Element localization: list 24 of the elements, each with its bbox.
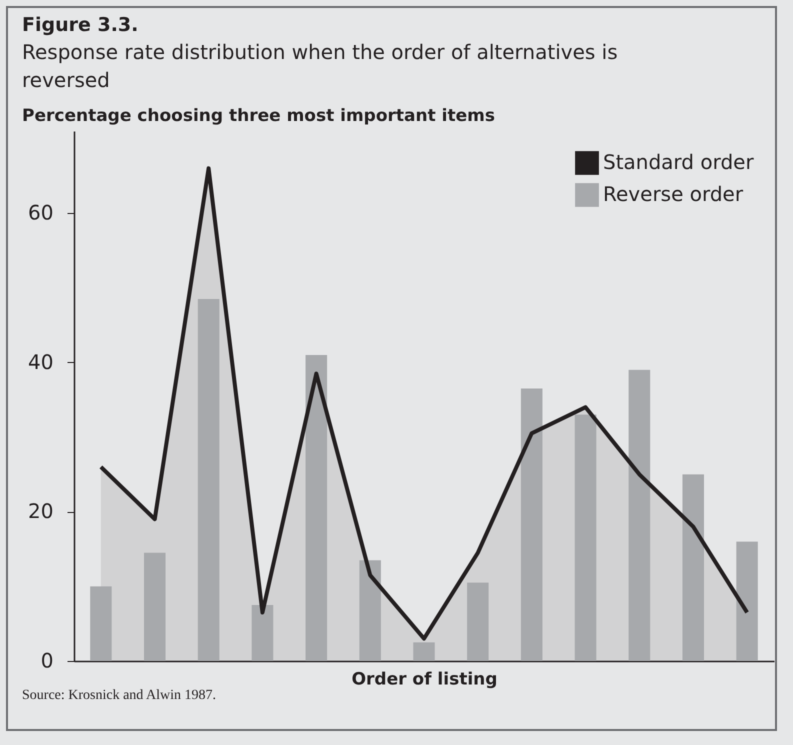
- y-tick-label: 0: [40, 648, 54, 672]
- bar: [682, 474, 704, 661]
- x-axis-title: Order of listing: [352, 670, 498, 690]
- y-tick-label: 20: [28, 499, 54, 524]
- legend-label: Standard order: [603, 150, 754, 174]
- y-tick-label: 60: [28, 200, 54, 225]
- bar: [198, 298, 220, 661]
- y-tick-label: 40: [28, 350, 54, 374]
- bar: [359, 560, 381, 661]
- chart-subtitle: Response rate distribution when the order of alternatives is reversed: [22, 39, 619, 94]
- bar: [520, 388, 542, 661]
- y-axis-title: Percentage choosing three most important items: [22, 106, 496, 126]
- bar: [144, 552, 166, 661]
- chart-title: Figure 3.3.: [22, 14, 140, 36]
- bar: [413, 642, 435, 661]
- bar: [467, 582, 489, 661]
- bar: [252, 605, 274, 661]
- bar: [90, 586, 112, 661]
- bar: [736, 542, 758, 661]
- legend-label: Reverse order: [603, 182, 744, 206]
- bar: [628, 370, 650, 661]
- source-note: Source: Krosnick and Alwin 1987.: [22, 688, 218, 704]
- bar: [306, 354, 328, 661]
- bar: [574, 414, 596, 661]
